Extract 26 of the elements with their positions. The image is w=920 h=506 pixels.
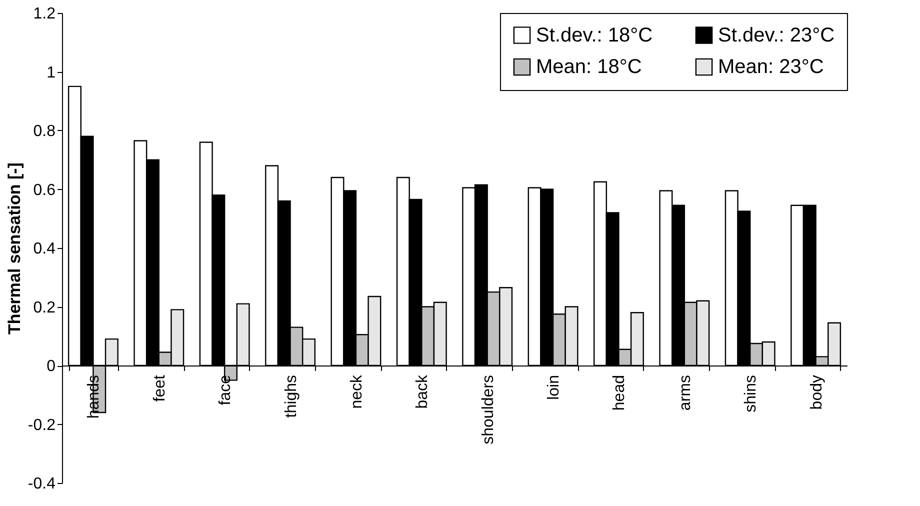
y-tick-label: 0.2 <box>33 299 56 316</box>
y-tick-label: -0.2 <box>28 416 56 434</box>
legend-label: Mean: 18°C <box>536 56 642 78</box>
legend-label: St.dev.: 23°C <box>718 24 835 46</box>
x-tick-label: back <box>414 374 432 409</box>
y-tick-label: 0.6 <box>33 182 56 199</box>
x-tick-label: thighs <box>282 375 300 418</box>
x-tick-label: arms <box>676 375 694 411</box>
x-tick-label: face <box>217 374 234 406</box>
y-tick-label: 1 <box>46 64 56 82</box>
y-tick-label: 0 <box>46 358 56 375</box>
x-tick-label: body <box>808 375 826 410</box>
x-tick-label: feet <box>151 374 168 402</box>
y-axis-title: Thermal sensation [-] <box>4 162 24 334</box>
x-tick-label: shins <box>742 375 760 412</box>
x-tick-label: head <box>611 375 628 411</box>
x-tick-label: hands <box>86 375 103 419</box>
y-tick-label: -0.4 <box>28 476 56 492</box>
x-tick-label: loin <box>546 375 563 400</box>
y-tick-label: 1.2 <box>33 6 56 22</box>
legend-label: Mean: 23°C <box>718 56 824 78</box>
x-tick-label: shoulders <box>480 375 497 444</box>
x-tick-label: neck <box>348 374 366 409</box>
y-tick-label: 0.8 <box>33 123 56 140</box>
legend-label: St.dev.: 18°C <box>536 24 653 46</box>
y-tick-label: 0.4 <box>33 240 56 258</box>
